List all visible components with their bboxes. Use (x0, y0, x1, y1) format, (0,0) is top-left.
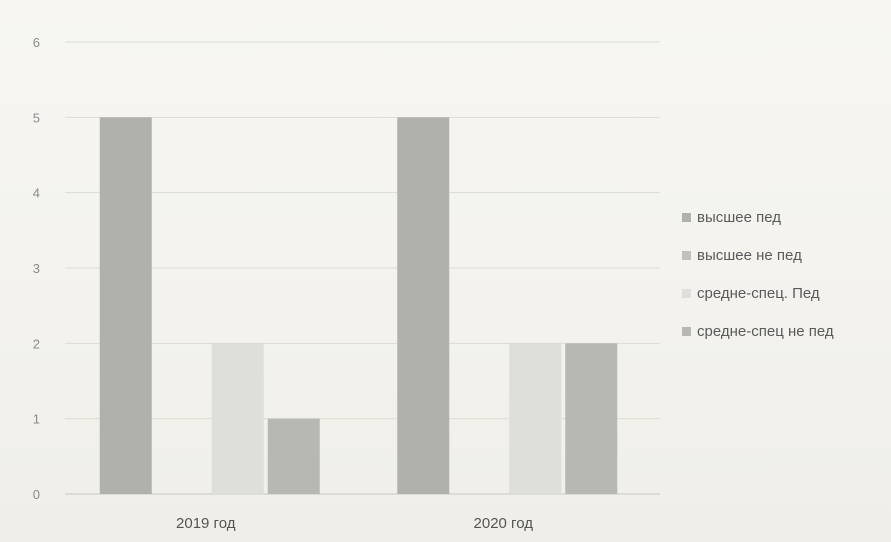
legend-label: средне-спец не пед (697, 323, 834, 340)
y-tick-label: 3 (33, 261, 40, 276)
y-tick-label: 0 (33, 487, 40, 502)
legend-item: высшее пед (682, 199, 887, 237)
y-axis-ticks: 0 1 2 3 4 5 6 (33, 35, 40, 502)
bar (397, 117, 450, 494)
legend-swatch (682, 326, 691, 336)
y-tick-label: 2 (33, 336, 40, 351)
legend: высшее пед высшее не пед средне-спец. Пе… (682, 199, 887, 351)
x-category-label: 2020 год (474, 515, 534, 532)
legend-label: средне-спец. Пед (697, 285, 820, 302)
x-category-label: 2019 год (176, 515, 236, 532)
y-tick-label: 6 (33, 35, 40, 50)
legend-swatch (682, 250, 691, 260)
legend-label: высшее не пед (697, 247, 802, 264)
bar (211, 343, 264, 494)
legend-item: средне-спец. Пед (682, 275, 887, 313)
bar (509, 343, 562, 494)
legend-swatch (682, 212, 691, 222)
bar (565, 343, 618, 494)
bars (99, 117, 618, 494)
legend-swatch (682, 288, 691, 298)
legend-item: высшее не пед (682, 237, 887, 275)
legend-item: средне-спец не пед (682, 313, 887, 351)
y-tick-label: 4 (33, 186, 40, 201)
y-tick-label: 5 (33, 110, 40, 125)
legend-label: высшее пед (697, 209, 782, 226)
y-tick-label: 1 (33, 412, 40, 427)
bar (99, 117, 152, 494)
bar (267, 418, 320, 494)
x-axis-labels: 2019 год 2020 год (176, 515, 533, 532)
gridlines (65, 41, 660, 495)
